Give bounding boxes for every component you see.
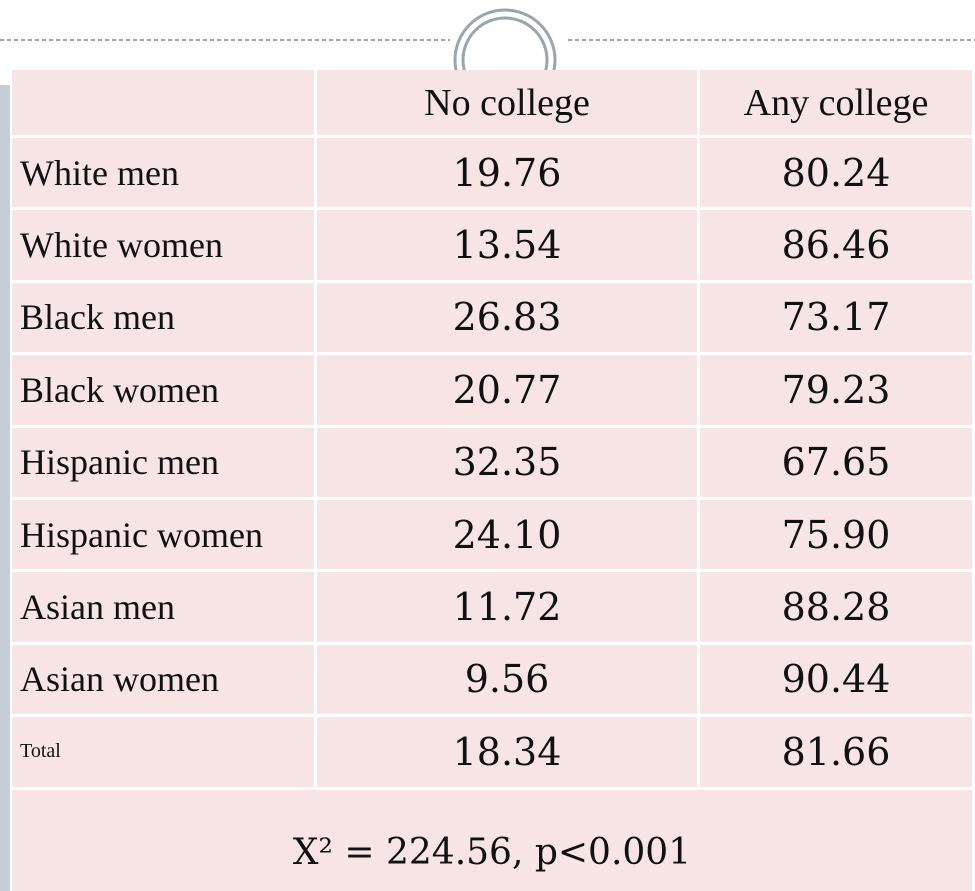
header-corner: [12, 70, 314, 135]
value-cell: 67.65: [700, 427, 972, 497]
row-label: Asian men: [12, 572, 314, 642]
footer-cell: X² = 224.56, p<0.001: [12, 789, 972, 891]
header-cell: No college: [317, 70, 697, 135]
value-cell: 24.10: [317, 500, 697, 570]
value-cell: 80.24: [700, 138, 972, 208]
value-cell: 20.77: [317, 355, 697, 425]
row-label: Black men: [12, 282, 314, 353]
row-label: White men: [12, 138, 314, 208]
value-cell: 9.56: [317, 644, 697, 715]
value-cell: 32.35: [317, 427, 697, 497]
value-cell: 11.72: [317, 572, 697, 642]
value-cell: 79.23: [700, 355, 972, 425]
value-cell: 88.28: [700, 572, 972, 642]
row-label: Asian women: [12, 644, 314, 715]
value-cell: 81.66: [700, 717, 972, 787]
value-cell: 73.17: [700, 282, 972, 353]
row-label: Total: [12, 717, 314, 787]
value-cell: 75.90: [700, 500, 972, 570]
row-label: White women: [12, 210, 314, 280]
value-cell: 86.46: [700, 210, 972, 280]
side-bar: [0, 85, 10, 891]
value-cell: 19.76: [317, 138, 697, 208]
value-cell: 13.54: [317, 210, 697, 280]
row-label: Black women: [12, 355, 314, 425]
row-label: Hispanic women: [12, 500, 314, 570]
value-cell: 90.44: [700, 644, 972, 715]
row-label: Hispanic men: [12, 427, 314, 497]
value-cell: 18.34: [317, 717, 697, 787]
header-cell: Any college: [700, 70, 972, 135]
value-cell: 26.83: [317, 282, 697, 353]
